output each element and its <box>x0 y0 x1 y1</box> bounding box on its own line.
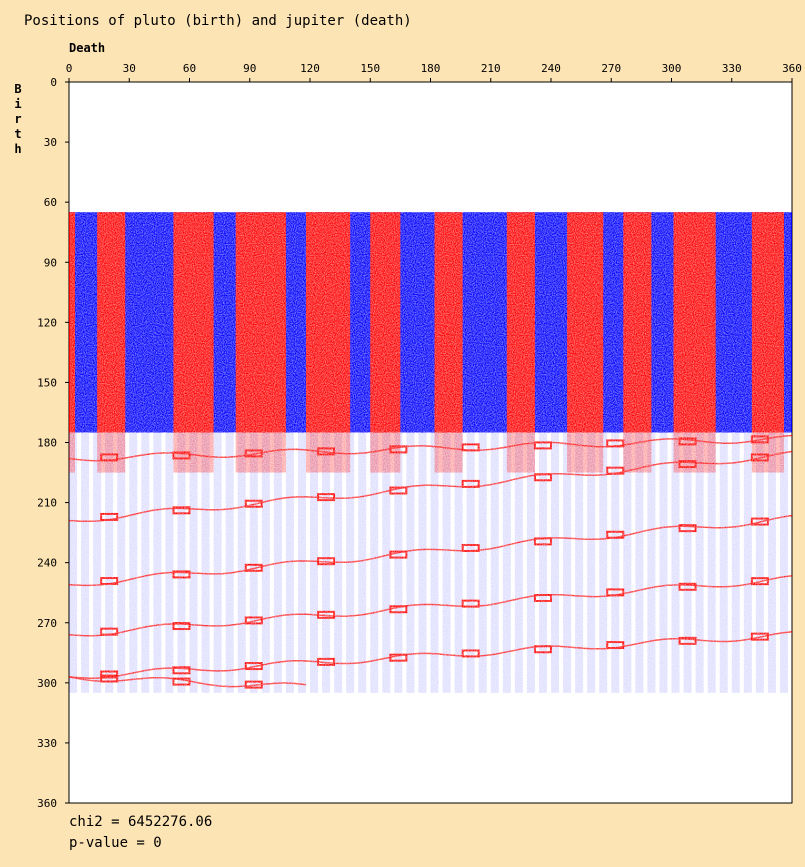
y-tick-label: 90 <box>44 256 57 269</box>
x-axis-ticks: 0 30 60 90 120 150 180 210 240 270 300 330 360 <box>66 62 802 82</box>
x-tick-label: 360 <box>782 62 802 75</box>
y-tick-label: 300 <box>37 677 57 690</box>
plot-area <box>68 81 793 804</box>
x-axis-title: Death <box>69 41 106 55</box>
p-value-statistic: p-value = 0 <box>69 835 162 851</box>
x-tick-label: 240 <box>541 62 561 75</box>
x-tick-label: 90 <box>243 62 256 75</box>
y-tick-label: 210 <box>37 497 57 510</box>
x-tick-label: 60 <box>183 62 196 75</box>
y-tick-label: 330 <box>37 737 57 750</box>
y-tick-label: 180 <box>37 437 57 450</box>
x-tick-label: 270 <box>601 62 621 75</box>
x-tick-label: 150 <box>360 62 380 75</box>
y-tick-label: 270 <box>37 617 57 630</box>
grain-overlay <box>70 210 791 693</box>
y-axis-title: Birth <box>14 82 22 156</box>
x-tick-label: 300 <box>662 62 682 75</box>
y-tick-label: 30 <box>44 136 57 149</box>
y-axis-ticks: 0 30 60 90 120 150 180 210 240 270 300 330 360 <box>37 76 69 810</box>
chi2-statistic: chi2 = 6452276.06 <box>69 814 213 830</box>
y-tick-label: 0 <box>50 76 57 89</box>
y-tick-label: 120 <box>37 316 57 329</box>
x-tick-label: 120 <box>300 62 320 75</box>
x-tick-label: 30 <box>123 62 136 75</box>
y-tick-label: 60 <box>44 196 57 209</box>
x-tick-label: 0 <box>66 62 73 75</box>
y-tick-label: 150 <box>37 376 57 389</box>
y-tick-label: 240 <box>37 557 57 570</box>
y-tick-label: 360 <box>37 797 57 810</box>
x-tick-label: 330 <box>722 62 742 75</box>
chart-title: Positions of pluto (birth) and jupiter (… <box>24 13 412 29</box>
x-tick-label: 180 <box>421 62 441 75</box>
x-tick-label: 210 <box>481 62 501 75</box>
